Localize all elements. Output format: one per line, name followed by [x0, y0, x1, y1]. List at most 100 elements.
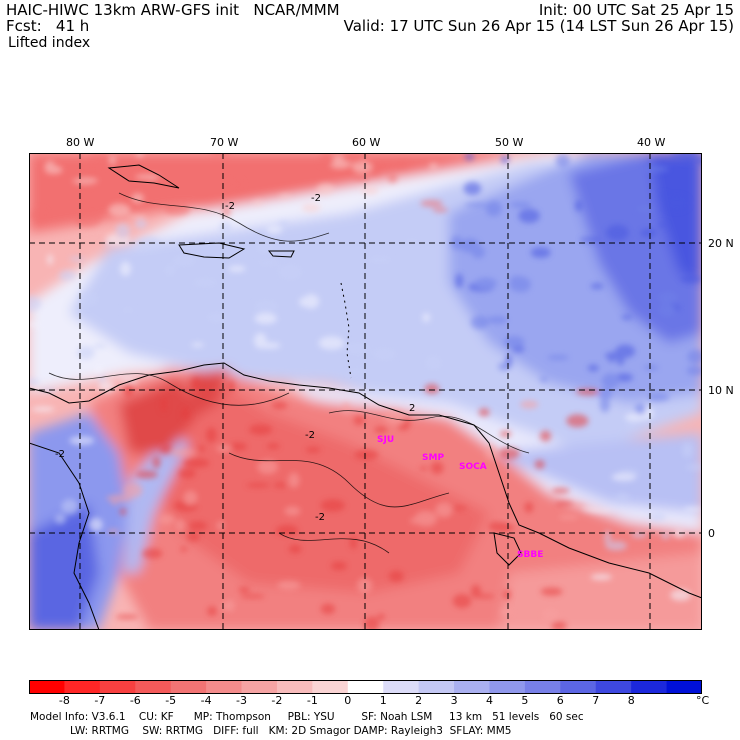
field-speckle — [240, 594, 266, 599]
colorbar-swatch — [383, 680, 420, 694]
colorbar-tick-label: -7 — [94, 694, 106, 707]
field-speckle — [136, 236, 162, 252]
field-speckle — [159, 514, 176, 525]
colorbar-swatch — [135, 680, 172, 694]
field-speckle — [147, 175, 157, 181]
field-speckle — [604, 351, 628, 360]
field-speckle — [500, 155, 510, 164]
field-speckle — [106, 494, 132, 502]
field-speckle — [354, 449, 379, 460]
field-speckle — [228, 442, 247, 451]
field-speckle — [590, 283, 604, 290]
field-speckle — [257, 459, 279, 475]
colorbar-swatch — [418, 680, 455, 694]
contour-label: -2 — [225, 201, 235, 212]
field-speckle — [160, 396, 167, 413]
field-speckle — [171, 448, 197, 457]
field-speckle — [305, 446, 321, 453]
field-speckle — [46, 165, 63, 175]
field-speckle — [219, 221, 232, 234]
forecast-hour: Fcst: 41 h — [6, 17, 90, 35]
field-speckle — [626, 419, 636, 429]
field-speckle — [81, 209, 103, 224]
field-speckle — [134, 174, 161, 180]
field-speckle — [419, 466, 428, 471]
field-speckle — [320, 603, 336, 615]
field-speckle — [432, 207, 448, 213]
field-speckle — [54, 513, 66, 525]
colorbar-swatch — [631, 680, 668, 694]
field-speckle — [193, 277, 218, 287]
field-speckle — [505, 354, 513, 369]
field-speckle — [183, 458, 210, 468]
field-speckle — [388, 173, 398, 183]
field-speckle — [555, 501, 574, 507]
colorbar-swatch — [29, 680, 65, 694]
field-speckle — [673, 530, 685, 538]
field-speckle — [221, 602, 230, 611]
field-speckle — [640, 228, 657, 238]
field-speckle — [657, 223, 668, 227]
lon-label-50w: 50 W — [495, 136, 524, 149]
field-speckle — [256, 239, 273, 254]
coastline-puerto-rico — [267, 250, 295, 258]
colorbar-swatch — [312, 680, 349, 694]
field-speckle — [518, 208, 540, 224]
field-speckle — [428, 162, 438, 170]
field-speckle — [601, 373, 620, 389]
field-speckle — [685, 464, 702, 471]
field-speckle — [598, 388, 613, 400]
colorbar-tick-label: 3 — [450, 694, 458, 707]
field-speckle — [604, 529, 611, 546]
field-speckle — [29, 295, 42, 312]
colorbar-swatch — [99, 680, 136, 694]
colorbar-swatch — [524, 680, 561, 694]
lon-label-80w: 80 W — [66, 136, 95, 149]
field-speckle — [107, 529, 119, 534]
field-speckle — [349, 535, 358, 550]
field-speckle — [687, 349, 702, 364]
field-speckle — [178, 468, 196, 479]
contour-label: -2 — [55, 449, 65, 460]
colorbar-tick-label: -1 — [306, 694, 318, 707]
colorbar-swatch — [454, 680, 490, 694]
station-soca: SOCA — [459, 462, 487, 472]
field-speckle — [582, 507, 600, 512]
field-speckle — [498, 447, 520, 460]
field-speckle — [414, 510, 438, 527]
field-speckle — [574, 200, 583, 212]
colorbar-tick-label: -4 — [200, 694, 212, 707]
field-speckle — [524, 501, 534, 513]
field-speckle — [631, 532, 647, 538]
field-speckle — [351, 160, 373, 174]
field-speckle — [278, 264, 303, 280]
field-speckle — [238, 586, 250, 593]
field-speckle — [121, 307, 135, 313]
field-speckle — [635, 206, 655, 212]
colorbar-tick-label: -6 — [129, 694, 141, 707]
field-speckle — [69, 436, 95, 445]
field-speckle — [372, 348, 397, 361]
field-speckle — [621, 315, 633, 320]
field-speckle — [216, 520, 225, 531]
field-speckle — [347, 369, 367, 375]
field-speckle — [478, 408, 490, 417]
contour-label: -2 — [315, 512, 325, 523]
field-speckle — [487, 316, 508, 324]
field-speckle — [221, 207, 231, 217]
field-speckle — [288, 544, 302, 554]
field-name: Lifted index — [8, 35, 91, 51]
colorbar-tick-label: 5 — [521, 694, 529, 707]
field-speckle — [377, 613, 386, 620]
field-speckle — [342, 153, 365, 164]
field-speckle — [485, 200, 502, 217]
field-speckle — [249, 424, 273, 435]
field-region — [119, 378, 199, 453]
field-speckle — [123, 382, 134, 398]
field-speckle — [72, 178, 98, 184]
field-speckle — [273, 482, 287, 488]
colorbar-tick-label: 6 — [556, 694, 564, 707]
field-speckle — [207, 606, 217, 617]
field-speckle — [92, 343, 107, 349]
field-speckle — [634, 403, 646, 415]
